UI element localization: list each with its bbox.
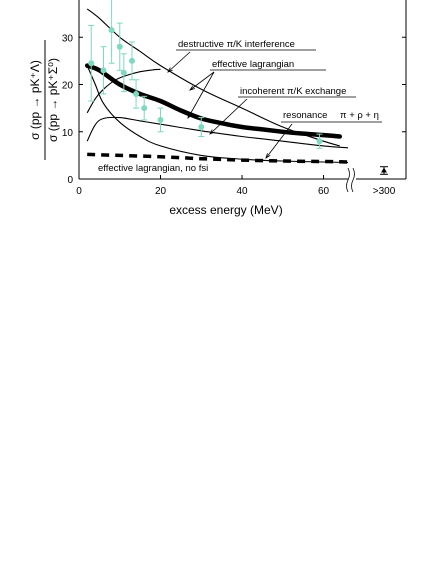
curve-group (84, 8, 349, 164)
y-label-numerator: σ (pp → pK⁺Λ) (28, 60, 42, 140)
chart-frame: 0 20 40 60 0 10 20 30 (62, 0, 407, 197)
y-tick-label: 20 (62, 81, 74, 92)
y-tick-label: 30 (62, 33, 74, 44)
data-point (141, 105, 148, 112)
data-point (116, 43, 123, 50)
annotation-arrowhead (209, 129, 215, 135)
annotation-pointer (187, 71, 215, 119)
annotation-label: effective lagrangian, no fsi (98, 163, 208, 174)
data-point (100, 67, 107, 74)
annotation-arrowhead (265, 153, 271, 159)
annotation-pointer (189, 71, 215, 91)
x-tick-label: 40 (236, 186, 248, 197)
data-point (88, 60, 95, 67)
break-data-point (381, 167, 387, 173)
annotation-pointer (209, 98, 248, 135)
annotation-label: resonance (283, 110, 327, 121)
y-tick-label: 0 (67, 175, 73, 186)
annotation-group: destructive π/K interference effective la… (98, 39, 382, 174)
annotation-arrowhead (189, 85, 195, 91)
annotation-label: effective lagrangian (212, 59, 294, 70)
annotation-arrowhead (167, 67, 173, 73)
x-tick-label: 20 (155, 186, 167, 197)
data-point-group (88, 0, 388, 175)
annotation-label: incoherent π/K exchange (240, 86, 346, 97)
x-tick-label: 0 (76, 186, 82, 197)
series-line-0 (86, 8, 340, 147)
y-axis-label: σ (pp → pK⁺Λ) σ (pp → pK⁺Σ⁰) (28, 40, 60, 160)
x-tick-label: 60 (318, 186, 330, 197)
data-point (133, 90, 140, 97)
annotation-pointer (167, 51, 191, 73)
y-tick-label: 10 (62, 128, 74, 139)
annotation-pointer (265, 123, 293, 159)
data-point (108, 27, 115, 34)
annotation-arrowhead (187, 113, 193, 120)
annotation-label: π + ρ + η (340, 110, 379, 121)
annotation-label: destructive π/K interference (178, 39, 295, 50)
series-line-5 (87, 152, 349, 164)
data-point (198, 124, 205, 131)
series-line-1 (84, 63, 343, 139)
break-tick-label: >300 (373, 186, 396, 197)
series-line-2 (86, 68, 161, 114)
data-point (316, 138, 323, 145)
x-axis-label: excess energy (MeV) (169, 203, 282, 217)
data-point (120, 69, 127, 76)
y-label-denominator: σ (pp → pK⁺Σ⁰) (46, 58, 60, 142)
series-line-4 (86, 65, 349, 164)
axis-break (346, 167, 355, 193)
data-point (157, 116, 164, 123)
data-point (128, 57, 135, 64)
